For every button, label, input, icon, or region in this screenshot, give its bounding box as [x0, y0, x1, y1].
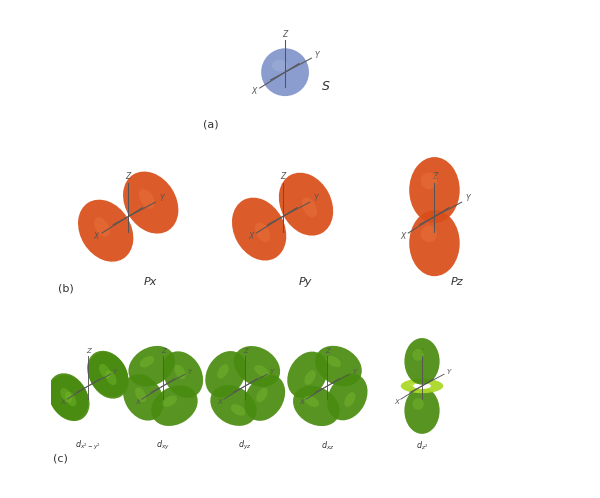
Ellipse shape — [327, 374, 368, 420]
Ellipse shape — [302, 198, 317, 218]
Text: Z: Z — [280, 172, 285, 181]
Ellipse shape — [255, 223, 270, 243]
Text: Z: Z — [283, 29, 287, 38]
Ellipse shape — [106, 371, 116, 385]
Text: Y: Y — [447, 369, 451, 374]
Text: Px: Px — [144, 276, 158, 286]
Text: Y: Y — [315, 51, 320, 60]
Ellipse shape — [175, 365, 186, 379]
Text: Y: Y — [159, 194, 164, 204]
Ellipse shape — [244, 374, 285, 421]
Text: Y: Y — [113, 369, 117, 374]
Ellipse shape — [163, 395, 177, 407]
Text: X: X — [394, 399, 398, 405]
Text: (a): (a) — [203, 120, 218, 129]
Text: Z: Z — [432, 172, 437, 181]
Ellipse shape — [409, 210, 460, 276]
Text: X: X — [400, 232, 405, 241]
Ellipse shape — [409, 383, 428, 387]
Ellipse shape — [412, 398, 424, 410]
Text: Y: Y — [188, 369, 192, 374]
Ellipse shape — [211, 385, 257, 426]
Ellipse shape — [123, 374, 164, 421]
Text: Y: Y — [314, 194, 318, 204]
Ellipse shape — [48, 373, 88, 420]
Text: Z: Z — [125, 172, 131, 181]
Text: $d_{x^2-y^2}$: $d_{x^2-y^2}$ — [76, 439, 101, 452]
Ellipse shape — [217, 364, 229, 379]
Ellipse shape — [232, 198, 286, 260]
Ellipse shape — [88, 352, 128, 399]
Text: $d_{xz}$: $d_{xz}$ — [320, 439, 334, 452]
Text: X: X — [248, 232, 253, 241]
Ellipse shape — [404, 338, 440, 384]
Ellipse shape — [151, 385, 197, 426]
Text: $d_{yz}$: $d_{yz}$ — [238, 439, 252, 452]
Ellipse shape — [99, 364, 110, 378]
Text: X: X — [94, 232, 99, 241]
Ellipse shape — [409, 157, 460, 223]
Ellipse shape — [315, 346, 362, 386]
Ellipse shape — [326, 356, 341, 367]
Text: X: X — [251, 87, 257, 96]
Ellipse shape — [272, 60, 287, 72]
Text: $d_{xy}$: $d_{xy}$ — [156, 439, 170, 452]
Text: (b): (b) — [58, 284, 74, 294]
Text: X: X — [217, 399, 222, 405]
Ellipse shape — [412, 349, 424, 361]
Ellipse shape — [94, 217, 110, 237]
Ellipse shape — [128, 346, 175, 386]
Ellipse shape — [421, 226, 437, 242]
Ellipse shape — [234, 346, 280, 387]
Text: (c): (c) — [53, 453, 68, 463]
Text: Y: Y — [270, 369, 274, 374]
Ellipse shape — [163, 351, 203, 398]
Text: Z: Z — [419, 348, 424, 354]
Text: Pz: Pz — [451, 276, 463, 286]
Ellipse shape — [304, 370, 316, 385]
Ellipse shape — [287, 352, 328, 398]
Ellipse shape — [293, 385, 340, 426]
Text: X: X — [60, 399, 65, 405]
Ellipse shape — [413, 383, 431, 389]
Text: S: S — [322, 80, 330, 93]
Ellipse shape — [49, 375, 89, 421]
Ellipse shape — [344, 392, 356, 407]
Text: Z: Z — [243, 348, 248, 354]
Ellipse shape — [140, 356, 154, 368]
Text: Z: Z — [161, 348, 166, 354]
Text: Y: Y — [466, 194, 470, 204]
Text: Z: Z — [325, 348, 330, 354]
Ellipse shape — [65, 392, 76, 406]
Text: Z: Z — [86, 348, 91, 354]
Ellipse shape — [139, 189, 155, 209]
Ellipse shape — [123, 171, 178, 234]
Text: Py: Py — [299, 276, 312, 286]
Ellipse shape — [404, 387, 440, 434]
Ellipse shape — [279, 173, 333, 236]
Ellipse shape — [254, 365, 269, 376]
Ellipse shape — [261, 48, 309, 96]
Text: $d_{z^2}$: $d_{z^2}$ — [416, 439, 428, 452]
Text: X: X — [135, 399, 140, 405]
Ellipse shape — [87, 351, 128, 397]
Ellipse shape — [401, 378, 443, 393]
Ellipse shape — [231, 404, 245, 416]
Ellipse shape — [256, 388, 268, 402]
Ellipse shape — [78, 200, 133, 262]
Ellipse shape — [61, 388, 72, 402]
Ellipse shape — [304, 396, 319, 407]
Text: X: X — [299, 399, 304, 405]
Ellipse shape — [205, 351, 246, 397]
Ellipse shape — [135, 387, 146, 402]
Text: Y: Y — [352, 369, 356, 374]
Ellipse shape — [421, 173, 437, 189]
